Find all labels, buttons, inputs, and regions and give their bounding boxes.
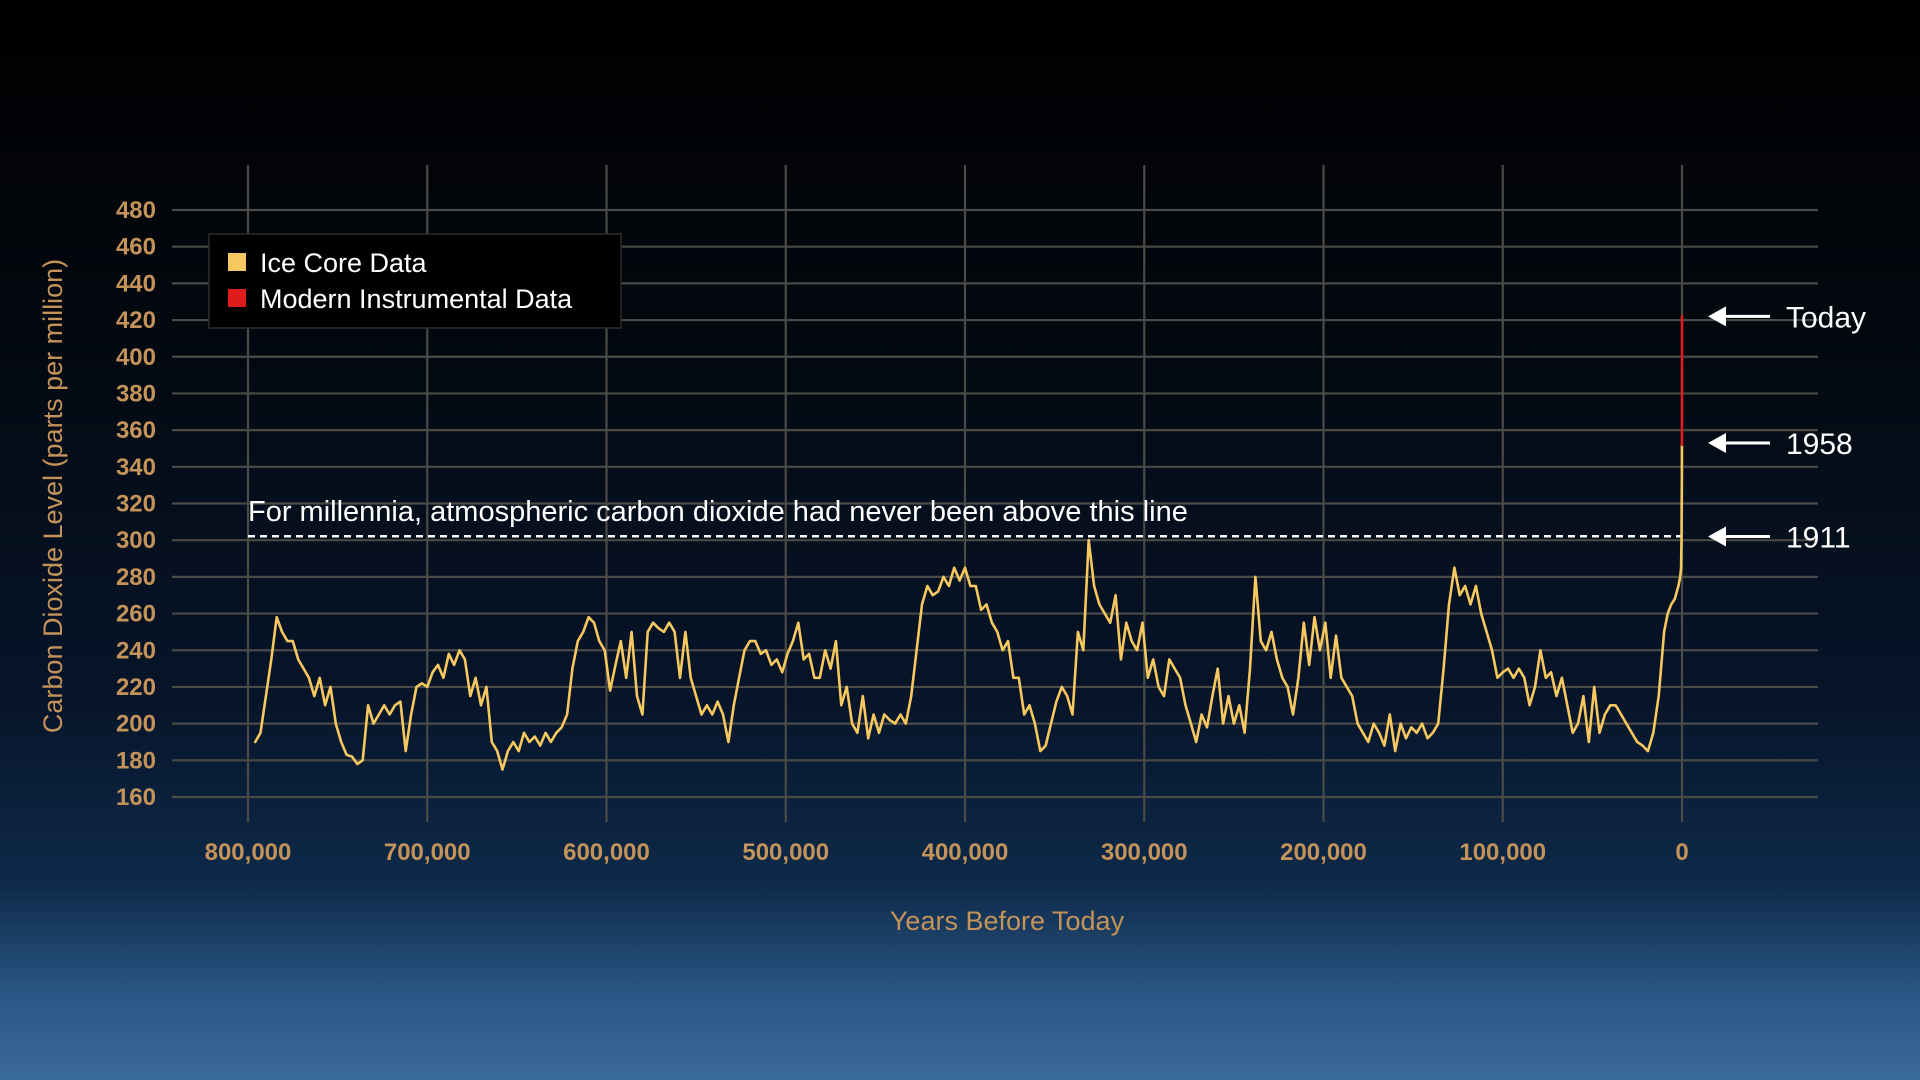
x-tick-label: 300,000 (1101, 839, 1188, 866)
marker-today-arrow-head (1708, 306, 1726, 327)
y-tick-labels: 160 180 200 220 240 260 280 300 320 340 360 380 400 4… (116, 197, 156, 811)
x-tick-labels: 800,000 700,000 600,000 500,000 400,000 300,0… (205, 839, 1689, 866)
y-axis-label: Carbon Dioxide Level (parts per million) (38, 259, 68, 733)
y-tick-label: 180 (116, 747, 156, 774)
marker-1911-arrow-head (1708, 526, 1726, 547)
y-tick-label: 340 (116, 454, 156, 481)
y-tick-label: 280 (116, 564, 156, 591)
y-tick-label: 380 (116, 380, 156, 407)
y-tick-label: 440 (116, 270, 156, 297)
x-tick-label: 100,000 (1459, 839, 1546, 866)
legend-swatch (228, 289, 246, 307)
y-tick-label: 220 (116, 674, 156, 701)
x-tick-label: 400,000 (922, 839, 1009, 866)
x-tick-label: 0 (1675, 839, 1688, 866)
series-ice-core-data-line (253, 443, 1684, 771)
legend-entry-label: Ice Core Data (260, 248, 428, 278)
y-tick-label: 460 (116, 234, 156, 261)
threshold-annotation: For millennia, atmospheric carbon dioxid… (248, 496, 1188, 528)
legend-box (208, 233, 622, 329)
x-axis-label: Years Before Today (890, 906, 1125, 936)
x-tick-label: 700,000 (384, 839, 471, 866)
grid-layer (172, 165, 1818, 822)
legend-swatch (228, 253, 246, 271)
y-tick-label: 160 (116, 784, 156, 811)
y-tick-label: 400 (116, 344, 156, 371)
x-tick-label: 200,000 (1280, 839, 1367, 866)
marker-today: Today (1708, 301, 1866, 334)
y-tick-label: 320 (116, 491, 156, 518)
marker-1911: 1911 (1708, 522, 1851, 555)
marker-today-label: Today (1786, 301, 1866, 334)
marker-1958-arrow-head (1708, 432, 1726, 453)
threshold-layer: For millennia, atmospheric carbon dioxid… (248, 496, 1682, 538)
marker-1958-label: 1958 (1786, 428, 1853, 461)
x-tick-label: 600,000 (563, 839, 650, 866)
y-tick-label: 420 (116, 307, 156, 334)
y-tick-label: 200 (116, 711, 156, 738)
marker-1911-label: 1911 (1786, 522, 1851, 555)
y-tick-label: 260 (116, 601, 156, 628)
x-tick-label: 800,000 (205, 839, 292, 866)
y-tick-label: 360 (116, 417, 156, 444)
legend: Ice Core Data Modern Instrumental Data (208, 233, 622, 329)
y-tick-label: 240 (116, 637, 156, 664)
marker-layer: Today 1958 1911 (1708, 301, 1866, 555)
series-layer (253, 315, 1684, 771)
marker-1958: 1958 (1708, 428, 1853, 461)
x-tick-label: 500,000 (742, 839, 829, 866)
y-tick-label: 480 (116, 197, 156, 224)
y-tick-label: 300 (116, 527, 156, 554)
legend-entry-label: Modern Instrumental Data (260, 284, 573, 314)
